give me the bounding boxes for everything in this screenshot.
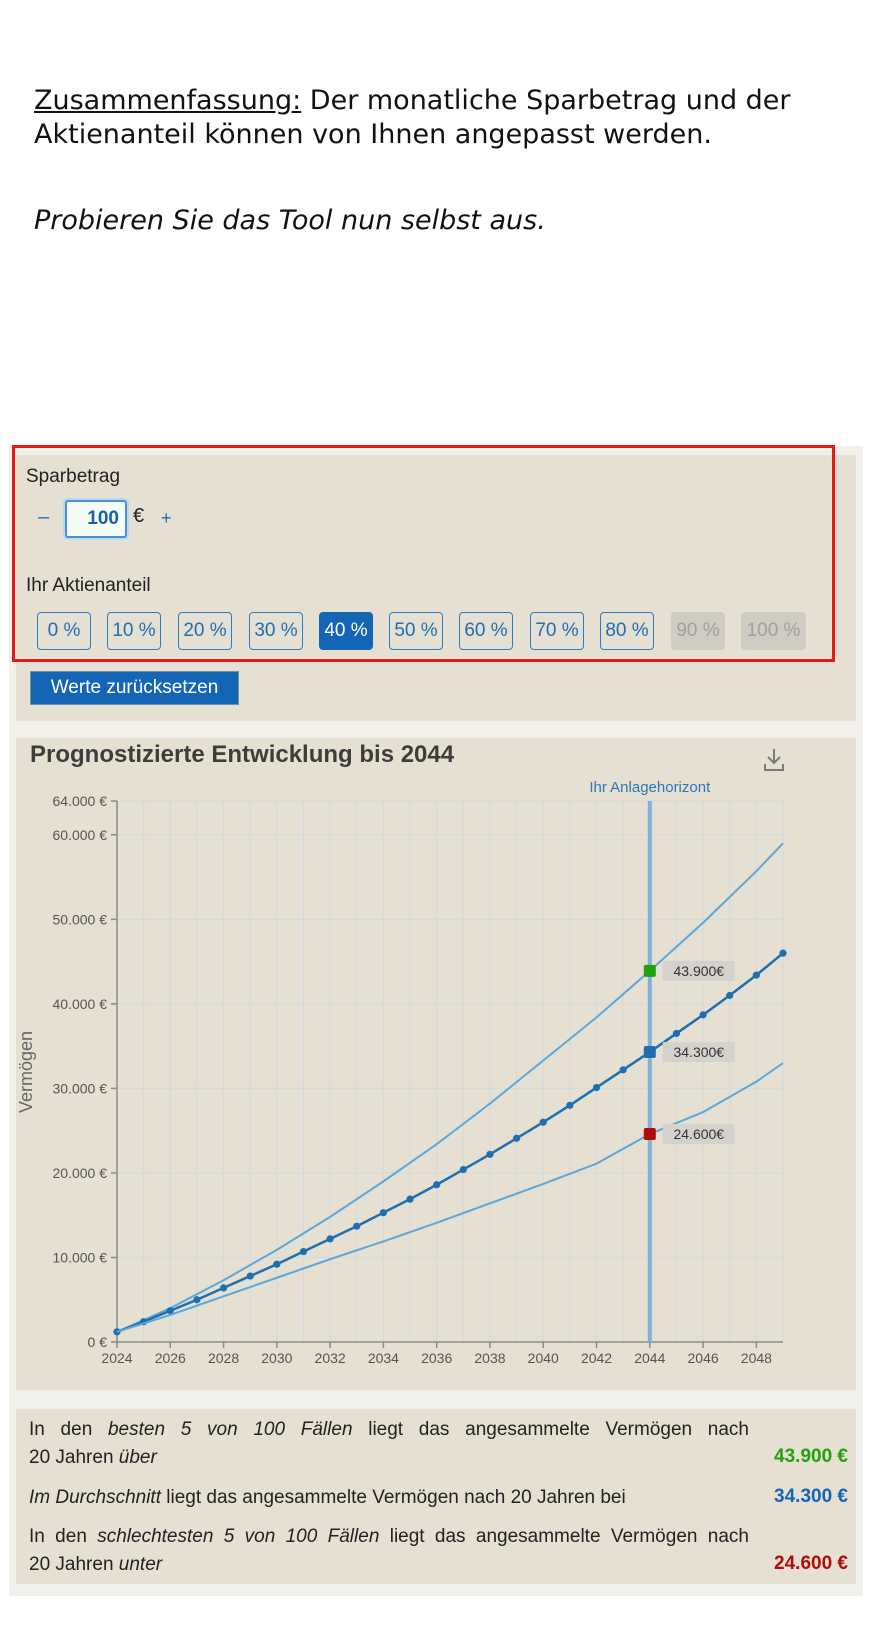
series-point [486,1150,494,1158]
x-tick-label: 2024 [101,1350,132,1366]
share-option: 100 % [741,612,806,650]
x-tick-label: 2042 [581,1350,612,1366]
y-tick-label: 0 € [88,1334,108,1350]
x-tick-label: 2036 [421,1350,452,1366]
y-tick-label: 40.000 € [53,996,108,1012]
increase-button[interactable]: + [161,508,172,528]
chart-panel [16,738,856,1390]
sparbetrag-label: Sparbetrag [26,466,121,487]
series-point [513,1134,521,1142]
share-option[interactable]: 80 % [600,612,654,650]
series-point [592,1083,601,1092]
summary-heading: Zusammenfassung: [34,85,302,116]
intro-text: Der monatliche Sparbetrag und der Aktien… [34,85,791,150]
series-point [672,1029,681,1038]
amount-field-wrapper [65,500,127,538]
intro-paragraph: Zusammenfassung: Der monatliche Sparbetr… [34,84,834,152]
average-case-value: 34.300 € [774,1486,848,1507]
series-point [219,1284,228,1292]
x-tick-label: 2048 [741,1350,772,1366]
series-point [246,1272,254,1280]
y-tick-label: 64.000 € [53,793,108,809]
download-icon[interactable] [762,747,786,773]
horizon-label: Ihr Anlagehorizont [589,779,711,796]
series-line [116,952,784,1334]
share-option[interactable]: 20 % [178,612,232,650]
y-tick-label: 20.000 € [53,1165,108,1181]
highlight-label-bg [662,960,735,981]
share-option[interactable]: 0 % [37,612,91,650]
try-hint: Probieren Sie das Tool nun selbst aus. [34,205,546,236]
highlight-marker [643,1128,656,1141]
series-point [459,1165,467,1174]
x-tick-label: 2028 [208,1350,239,1366]
x-tick-label: 2046 [688,1350,719,1366]
share-option[interactable]: 70 % [530,612,584,650]
x-tick-label: 2030 [261,1350,292,1366]
series-point [353,1222,361,1230]
highlight-label-bg [662,1124,735,1145]
series-line [116,1062,784,1333]
x-tick-label: 2034 [368,1350,399,1366]
y-tick-label: 30.000 € [53,1080,108,1096]
x-tick-label: 2038 [474,1350,505,1366]
series-point [726,991,734,1000]
x-tick-label: 2044 [634,1350,665,1366]
series-point [752,971,760,979]
series-point [166,1307,174,1315]
best-case-text-line2: 20 Jahren über [29,1447,157,1468]
series-point [619,1066,627,1074]
y-tick-label: 60.000 € [53,827,108,843]
x-tick-label: 2032 [315,1350,346,1366]
best-case-text: In den besten 5 von 100 Fällen liegt das… [29,1419,749,1440]
series-point [406,1195,414,1203]
y-tick-label: 10.000 € [53,1249,108,1265]
y-tick-label: 50.000 € [53,911,108,927]
series-line [116,842,784,1333]
worst-case-text-line2: 20 Jahren unter [29,1554,163,1575]
x-tick-label: 2040 [528,1350,559,1366]
share-option[interactable]: 60 % [459,612,513,650]
chart-title: Prognostizierte Entwicklung bis 2044 [30,741,455,768]
worst-case-text: In den schlechtesten 5 von 100 Fällen li… [29,1526,749,1547]
series-point [379,1209,387,1217]
x-tick-label: 2026 [155,1350,186,1366]
y-axis-label: Vermögen [16,1031,36,1113]
highlight-frame [12,445,835,662]
decrease-button[interactable]: – [38,506,50,528]
currency-symbol: € [133,505,145,527]
amount-input[interactable] [67,502,125,536]
highlight-marker [643,1046,656,1059]
highlight-label: 34.300€ [673,1044,724,1060]
worst-case-value: 24.600 € [774,1553,848,1574]
series-point [326,1235,334,1243]
share-option: 90 % [671,612,725,650]
series-point [699,1011,707,1019]
series-point [193,1296,201,1304]
average-case-text: Im Durchschnitt liegt das angesammelte V… [29,1487,626,1508]
highlight-label: 43.900€ [673,963,724,979]
share-option[interactable]: 40 % [319,612,373,650]
highlight-label-bg [662,1042,735,1063]
best-case-value: 43.900 € [774,1446,848,1467]
highlight-marker [643,964,656,977]
aktienanteil-label: Ihr Aktienanteil [26,575,151,596]
share-option[interactable]: 50 % [389,612,443,650]
series-point [299,1247,308,1256]
summary-panel [16,1409,856,1584]
highlight-label: 24.600€ [673,1126,724,1142]
series-point [273,1260,281,1268]
share-option[interactable]: 10 % [107,612,161,650]
reset-button[interactable]: Werte zurücksetzen [30,671,239,705]
series-point [539,1118,547,1126]
series-point [433,1181,441,1189]
series-point [779,949,787,957]
series-point [566,1101,574,1109]
share-option[interactable]: 30 % [249,612,303,650]
